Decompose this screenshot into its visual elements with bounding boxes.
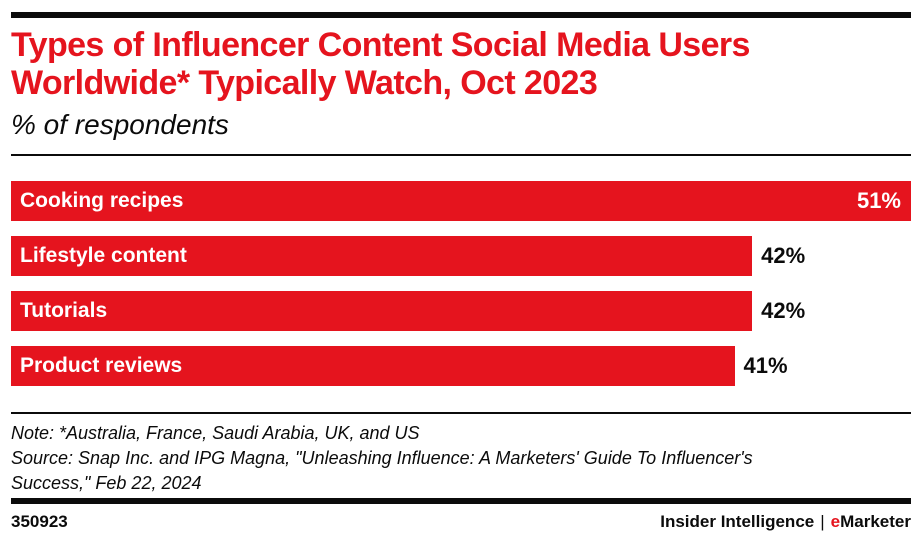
brand-logos: Insider Intelligence | eMarketer bbox=[660, 512, 911, 532]
bar-value-label: 42% bbox=[761, 243, 806, 268]
brand-separator: | bbox=[820, 512, 825, 531]
note-line: Success," Feb 22, 2024 bbox=[11, 473, 202, 493]
footnote-divider bbox=[11, 412, 911, 414]
bottom-divider bbox=[11, 498, 911, 504]
top-divider bbox=[11, 12, 911, 18]
bar: Tutorials bbox=[11, 291, 753, 331]
chart-title-line-1: Types of Influencer Content Social Media… bbox=[11, 26, 750, 64]
bar-category-label: Lifestyle content bbox=[20, 244, 187, 267]
insider-intelligence-wordmark: Insider Intelligence bbox=[660, 512, 815, 531]
chart-title: Types of Influencer Content Social Media… bbox=[11, 26, 911, 102]
chart-subtitle: % of respondents bbox=[11, 109, 229, 140]
bar-row: Tutorials 42% bbox=[11, 291, 911, 331]
emarketer-e: e bbox=[830, 512, 841, 531]
chart-title-line-2: Worldwide* Typically Watch, Oct 2023 bbox=[11, 64, 598, 102]
emarketer-rest: Marketer bbox=[840, 512, 911, 531]
bar: Lifestyle content bbox=[11, 236, 753, 276]
bar-value-label: 51% bbox=[856, 188, 901, 213]
chart-id: 350923 bbox=[11, 512, 68, 531]
note-line: Note: *Australia, France, Saudi Arabia, … bbox=[11, 423, 420, 443]
bar-chart: Cooking recipes 51% Lifestyle content 42% Tu… bbox=[11, 181, 911, 386]
bar: Product reviews bbox=[11, 346, 735, 386]
bar-row: Lifestyle content 42% bbox=[11, 236, 911, 276]
bar-row: Cooking recipes 51% bbox=[11, 181, 911, 221]
bar-row: Product reviews 41% bbox=[11, 346, 911, 386]
chart-notes: Note: *Australia, France, Saudi Arabia, … bbox=[11, 421, 911, 496]
header-divider bbox=[11, 154, 911, 156]
note-line: Source: Snap Inc. and IPG Magna, "Unleas… bbox=[11, 448, 753, 468]
bar-value-label: 42% bbox=[761, 298, 806, 323]
bar-category-label: Cooking recipes bbox=[20, 189, 184, 212]
bar-category-label: Tutorials bbox=[20, 299, 108, 322]
bar-category-label: Product reviews bbox=[20, 354, 183, 377]
chart-footer: 350923 Insider Intelligence | eMarketer bbox=[11, 512, 911, 532]
emarketer-wordmark: eMarketer bbox=[831, 512, 911, 531]
bar: Cooking recipes 51% bbox=[11, 181, 911, 221]
bar-value-label: 41% bbox=[743, 353, 788, 378]
